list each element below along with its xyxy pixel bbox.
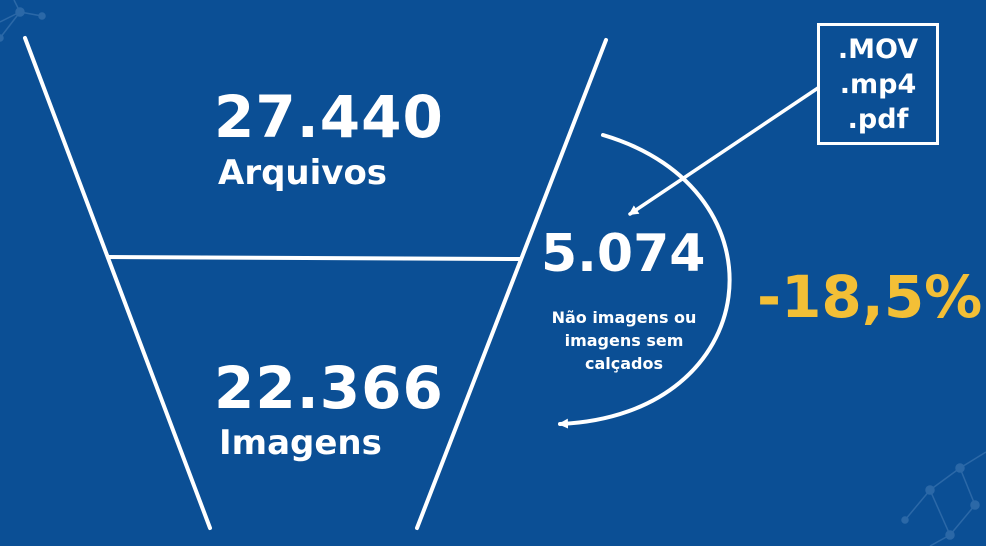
network-decoration-icon bbox=[0, 0, 46, 42]
top-count: 27.440 bbox=[214, 83, 444, 151]
format-item: .MOV bbox=[837, 33, 919, 65]
funnel-left-edge bbox=[23, 36, 212, 530]
excluded-count: 5.074 bbox=[541, 224, 706, 284]
bottom-count: 22.366 bbox=[214, 354, 444, 422]
format-arrow bbox=[628, 86, 820, 216]
bottom-label: Imagens bbox=[219, 423, 382, 463]
funnel-divider bbox=[106, 255, 522, 261]
funnel-right-edge bbox=[415, 38, 608, 530]
curved-arrow bbox=[558, 133, 732, 429]
format-item: .mp4 bbox=[839, 68, 917, 100]
network-decoration-icon bbox=[901, 451, 986, 546]
top-label: Arquivos bbox=[218, 153, 388, 193]
format-box: .MOV .mp4 .pdf bbox=[817, 23, 939, 145]
format-item: .pdf bbox=[847, 103, 909, 135]
reduction-percentage: -18,5% bbox=[757, 263, 983, 331]
excluded-note: Não imagens ou imagens sem calçados bbox=[551, 308, 697, 373]
